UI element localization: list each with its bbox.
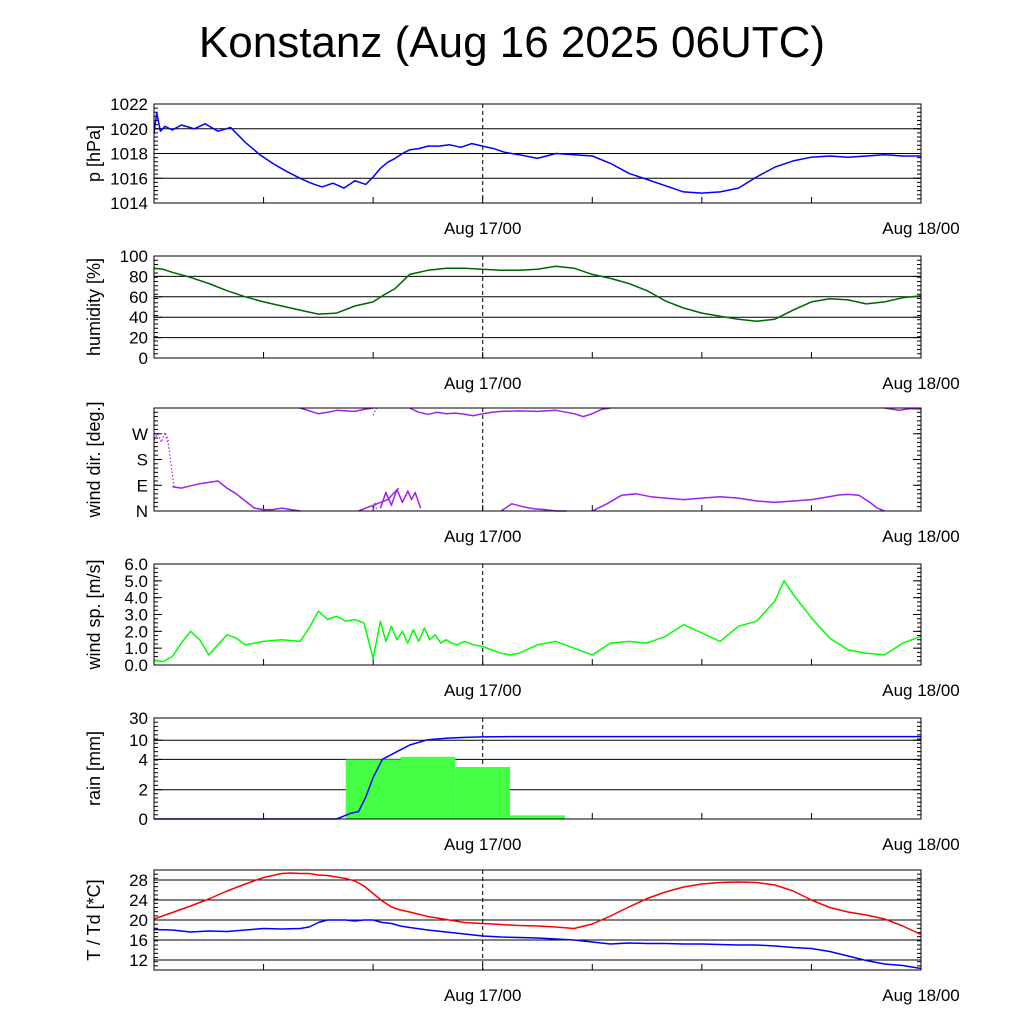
wind_direction-series-line	[379, 488, 422, 509]
temperature-y-tick-label: 16	[129, 931, 148, 950]
wind_direction-y-tick-label: S	[137, 451, 148, 470]
chart-title: Konstanz (Aug 16 2025 06UTC)	[198, 18, 826, 67]
pressure-panel: 1014 1016 1018 1020 1022 p [hPa] Aug 17/00 Aug …	[84, 95, 960, 238]
wind_speed-frame-top	[153, 563, 922, 666]
temperature-series-line	[153, 872, 922, 936]
rain-y-tick-label: 30	[129, 709, 148, 728]
wind_direction-series-line	[164, 433, 175, 487]
wind_speed-y-tick-label: 1.0	[124, 639, 148, 658]
wind_direction-series-line	[358, 487, 400, 512]
wind_speed-y-tick-label: 0.0	[124, 656, 148, 675]
wind_direction-series-line	[299, 407, 374, 415]
wind_direction-y-axis-label: wind dir. [deg.]	[84, 401, 104, 518]
humidity-frame-top	[153, 255, 922, 359]
wind_direction-series-line	[591, 493, 885, 512]
pressure-x-tick-label: Aug 18/00	[882, 219, 960, 238]
pressure-y-tick-label: 1018	[110, 145, 148, 164]
wind_speed-y-tick-label: 5.0	[124, 572, 148, 591]
pressure-y-tick-label: 1016	[110, 169, 148, 188]
wind_direction-frame	[153, 407, 922, 512]
humidity-y-tick-label: 40	[129, 308, 148, 327]
temperature-x-tick-label: Aug 17/00	[444, 986, 522, 1005]
humidity-y-tick-label: 80	[129, 267, 148, 286]
wind_direction-series-line	[372, 501, 378, 512]
rain-bar	[345, 759, 401, 819]
wind_direction-series-line	[500, 503, 567, 512]
temperature-frame-top	[153, 869, 922, 971]
rain-y-axis-label: rain [mm]	[84, 731, 104, 806]
humidity-y-tick-label: 0	[139, 349, 148, 368]
temperature-series-line	[153, 919, 922, 970]
humidity-y-tick-label: 100	[120, 247, 148, 266]
rain-bar	[400, 756, 456, 819]
wind_direction-x-tick-label: Aug 18/00	[882, 527, 960, 546]
humidity-frame	[153, 255, 922, 359]
wind_speed-y-axis-label: wind sp. [m/s]	[84, 559, 104, 670]
wind_direction-x-tick-label: Aug 17/00	[444, 527, 522, 546]
wind_direction-y-tick-label: N	[136, 502, 148, 521]
rain-panel: 0 2 410 30 rain [mm] Aug 17/00 Aug 18/00	[84, 709, 960, 854]
rain-x-tick-label: Aug 18/00	[882, 835, 960, 854]
temperature-y-tick-label: 24	[129, 891, 148, 910]
rain-frame	[153, 717, 922, 820]
temperature-y-axis-label: T / Td [*C]	[84, 879, 104, 960]
wind_speed-y-tick-label: 2.0	[124, 622, 148, 641]
wind_speed-series-line	[153, 580, 922, 663]
wind_speed-panel: 0.01.02.03.04.05.06.0 wind sp. [m/s] Aug 1…	[84, 555, 960, 700]
wind_speed-x-tick-label: Aug 18/00	[882, 681, 960, 700]
wind_direction-series-line	[372, 407, 378, 416]
rain-bar	[455, 766, 511, 819]
wind_direction-y-tick-label: W	[132, 425, 148, 444]
rain-frame-top	[153, 717, 922, 820]
wind_direction-series-line	[884, 407, 922, 412]
humidity-series-line	[153, 265, 922, 323]
pressure-y-axis-label: p [hPa]	[84, 125, 104, 182]
wind_speed-x-tick-label: Aug 17/00	[444, 681, 522, 700]
pressure-y-tick-label: 1020	[110, 120, 148, 139]
wind_speed-frame	[153, 563, 922, 666]
pressure-frame-top	[153, 103, 922, 204]
humidity-x-tick-label: Aug 18/00	[882, 374, 960, 393]
rain-bar	[510, 815, 565, 819]
wind_speed-y-tick-label: 6.0	[124, 555, 148, 574]
humidity-y-axis-label: humidity [%]	[84, 258, 104, 356]
humidity-x-tick-label: Aug 17/00	[444, 374, 522, 393]
pressure-x-tick-label: Aug 17/00	[444, 219, 522, 238]
rain-y-tick-label: 0	[139, 810, 148, 829]
pressure-y-tick-label: 1014	[110, 194, 148, 213]
rain-y-tick-label: 4	[139, 750, 148, 769]
temperature-y-tick-label: 28	[129, 871, 148, 890]
wind_direction-series-line	[153, 431, 170, 443]
temperature-y-tick-label: 12	[129, 951, 148, 970]
rain-x-tick-label: Aug 17/00	[444, 835, 522, 854]
wind_speed-y-tick-label: 3.0	[124, 606, 148, 625]
wind_speed-y-tick-label: 4.0	[124, 589, 148, 608]
rain-y-tick-label: 10	[129, 731, 148, 750]
rain-y-tick-label: 2	[139, 781, 148, 800]
humidity-y-tick-label: 60	[129, 288, 148, 307]
temperature-x-tick-label: Aug 18/00	[882, 986, 960, 1005]
temperature-y-tick-label: 20	[129, 911, 148, 930]
wind_direction-y-tick-label: E	[137, 476, 148, 495]
wind_direction-frame-top	[153, 407, 922, 512]
pressure-series-line	[153, 111, 921, 194]
humidity-y-tick-label: 20	[129, 329, 148, 348]
wind_direction-series-line	[172, 480, 301, 512]
rain-series-line	[154, 735, 921, 820]
wind_direction-series-line	[409, 407, 611, 418]
pressure-y-tick-label: 1022	[110, 95, 148, 114]
